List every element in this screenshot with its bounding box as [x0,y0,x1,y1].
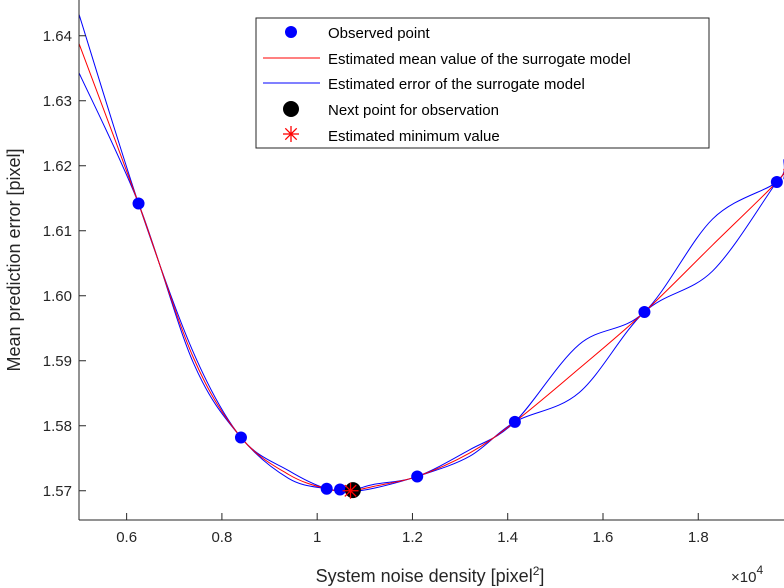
y-tick-label: 1.57 [43,483,72,500]
observed-point [770,176,783,188]
estimated-minimum-point [342,482,359,499]
mean-line [79,43,784,492]
legend-observed-label: Observed point [328,25,431,42]
x-tick-label: 1.6 [593,529,614,546]
legend-box [255,17,710,149]
legend-observed-marker [285,26,297,38]
observed-point [508,415,521,428]
y-tick-label: 1.58 [43,418,72,435]
x-axis-multiplier: ×104 [731,563,763,586]
observed-point [411,470,424,483]
error-upper-line [79,14,784,492]
x-tick-label: 0.6 [116,529,137,546]
legend-mean-label: Estimated mean value of the surrogate mo… [328,51,631,68]
y-tick-label: 1.61 [43,223,72,240]
x-tick-label: 1.8 [688,529,709,546]
axes-layer [78,0,784,521]
curves-layer [79,14,784,492]
observed-point [234,431,247,444]
legend-error-label: Estimated error of the surrogate model [328,76,585,93]
legend-next-label: Next point for observation [328,102,499,119]
error-lower-line [79,72,784,492]
x-tick-label: 1 [313,529,321,546]
observed-point [334,483,347,496]
x-tick-label: 0.8 [211,529,232,546]
y-axis-label: Mean prediction error [pixel] [4,148,24,371]
y-tick-label: 1.60 [43,288,72,305]
observed-point [132,197,145,210]
observed-point [638,306,651,318]
points-layer [132,176,783,499]
x-tick-label: 1.4 [497,529,518,546]
legend: Observed point Estimated mean value of t… [255,17,710,149]
ticks-layer: 0.6 0.8 1 1.2 1.4 1.6 1.8 1.57 1.58 1.59 1.60 1.61 1… [43,28,709,546]
y-tick-label: 1.62 [43,158,72,175]
legend-minimum-label: Estimated minimum value [328,128,500,145]
y-tick-label: 1.63 [43,93,72,110]
x-axis-label: System noise density [pixel2] [316,564,545,586]
y-tick-label: 1.64 [43,28,72,45]
observed-point [320,482,333,495]
legend-next-marker [283,101,299,117]
x-tick-label: 1.2 [402,529,423,546]
y-tick-label: 1.59 [43,353,72,370]
legend-minimum-marker [283,126,299,142]
